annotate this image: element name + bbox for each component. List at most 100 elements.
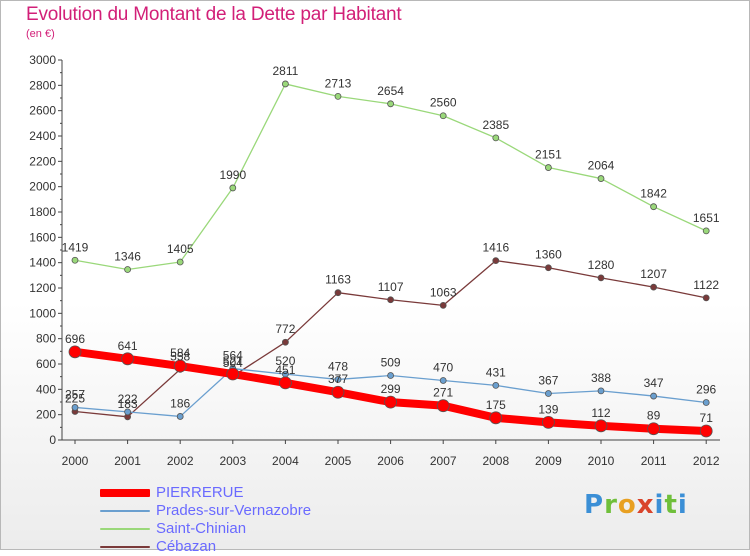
x-tick-label: 2012 xyxy=(693,454,720,468)
data-point xyxy=(387,372,395,379)
x-tick-label: 2006 xyxy=(377,454,404,468)
legend-swatch xyxy=(100,489,150,497)
y-tick-label: 1000 xyxy=(29,306,56,320)
x-tick-label: 2005 xyxy=(325,454,352,468)
data-label: 1651 xyxy=(693,211,720,225)
data-label: 183 xyxy=(118,397,138,411)
data-label: 1419 xyxy=(62,240,89,254)
data-point xyxy=(229,184,237,192)
legend-label: Cébazan xyxy=(156,538,217,555)
data-label: 451 xyxy=(275,363,295,377)
data-label: 1063 xyxy=(430,285,457,299)
y-tick-label: 1600 xyxy=(29,230,56,244)
data-label: 222 xyxy=(118,392,138,406)
data-point xyxy=(384,395,398,409)
x-tick-label: 2008 xyxy=(482,454,509,468)
data-point xyxy=(650,392,657,400)
data-label: 1405 xyxy=(167,242,194,256)
y-tick-label: 1200 xyxy=(29,281,56,295)
data-point xyxy=(699,424,713,438)
line-chart: 0 200 400 600 800 1000 1200 1400 1600 1800 2000 220… xyxy=(29,53,720,468)
data-point xyxy=(492,257,500,265)
data-point xyxy=(281,80,289,88)
data-label: 175 xyxy=(486,398,506,412)
data-point xyxy=(492,382,500,389)
data-point xyxy=(387,100,395,108)
data-label: 2654 xyxy=(377,84,404,98)
data-point xyxy=(124,408,131,416)
data-label: 347 xyxy=(644,376,664,390)
y-tick-label: 3000 xyxy=(29,53,56,67)
data-label: 584 xyxy=(170,346,190,360)
data-label: 89 xyxy=(647,409,661,423)
data-point xyxy=(331,385,345,399)
data-label: 1416 xyxy=(482,241,509,255)
data-point xyxy=(173,359,187,373)
data-label: 139 xyxy=(538,402,558,416)
y-tick-label: 2200 xyxy=(29,154,56,168)
data-point xyxy=(334,376,342,383)
x-tick-label: 2001 xyxy=(114,454,141,468)
data-point xyxy=(439,112,447,120)
data-label: 377 xyxy=(328,372,348,386)
x-tick-label: 2010 xyxy=(588,454,615,468)
data-label: 1990 xyxy=(219,168,246,182)
data-point xyxy=(489,411,503,425)
legend-swatch xyxy=(100,510,150,512)
data-point xyxy=(702,294,710,302)
legend-item: Saint-Chinian xyxy=(100,520,360,538)
data-label: 1163 xyxy=(325,273,351,287)
data-label: 641 xyxy=(118,339,138,353)
data-label: 112 xyxy=(591,406,610,420)
data-point xyxy=(545,264,552,272)
data-point xyxy=(71,404,79,411)
data-label: 1346 xyxy=(114,250,141,264)
data-label: 2560 xyxy=(430,96,457,110)
y-tick-label: 200 xyxy=(36,408,56,422)
data-point xyxy=(702,399,710,406)
data-label: 509 xyxy=(381,356,401,370)
data-label: 1207 xyxy=(640,267,667,281)
legend-label: PIERRERUE xyxy=(156,484,244,501)
y-tick-label: 2800 xyxy=(29,78,56,92)
data-point xyxy=(176,413,184,420)
legend-item: PIERRERUE xyxy=(100,484,360,502)
data-point xyxy=(647,422,660,436)
data-point xyxy=(71,256,79,264)
y-tick-label: 2400 xyxy=(29,129,56,143)
y-tick-label: 2600 xyxy=(29,104,56,118)
data-point xyxy=(124,266,131,273)
y-tick-label: 2000 xyxy=(29,180,56,194)
data-label: 299 xyxy=(381,382,401,396)
data-label: 2811 xyxy=(272,64,298,78)
data-label: 521 xyxy=(223,354,243,368)
data-label: 470 xyxy=(433,360,453,374)
x-tick-label: 2003 xyxy=(219,454,246,468)
data-point xyxy=(226,367,240,381)
x-tick-label: 2004 xyxy=(272,454,299,468)
data-label: 2713 xyxy=(325,76,352,90)
legend-item: Prades-sur-Vernazobre xyxy=(100,502,360,520)
data-point xyxy=(439,377,447,384)
data-label: 271 xyxy=(433,386,453,400)
x-tick-label: 2011 xyxy=(641,454,667,468)
chart-subtitle: (en €) xyxy=(26,28,55,40)
legend: PIERRERUE Prades-sur-Vernazobre Saint-Chin… xyxy=(100,484,360,556)
proxiti-logo: Proxiti xyxy=(584,490,688,520)
x-tick-label: 2000 xyxy=(62,454,89,468)
data-label: 558 xyxy=(170,349,190,363)
data-point xyxy=(702,227,710,235)
data-label: 388 xyxy=(591,371,611,385)
data-point xyxy=(492,134,500,142)
data-label: 225 xyxy=(65,392,85,406)
y-tick-label: 600 xyxy=(36,357,56,371)
chart-title: Evolution du Montant de la Dette par Hab… xyxy=(26,4,402,25)
data-point xyxy=(121,352,134,366)
data-label: 772 xyxy=(275,322,295,336)
data-label: 186 xyxy=(170,396,190,410)
data-label: 696 xyxy=(65,332,85,346)
data-label: 296 xyxy=(696,383,716,397)
data-label: 71 xyxy=(700,411,714,425)
data-point xyxy=(439,301,447,309)
